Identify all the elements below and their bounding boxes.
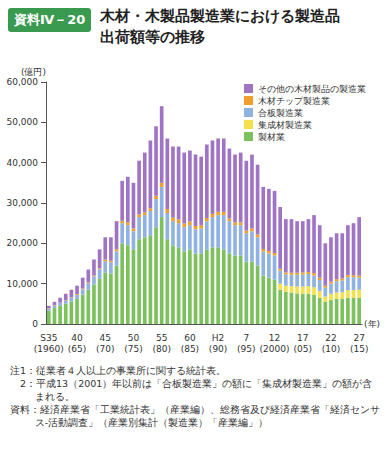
svg-text:(2000): (2000) <box>260 344 290 354</box>
svg-text:(65): (65) <box>68 344 86 354</box>
svg-text:60,000: 60,000 <box>7 77 39 87</box>
svg-text:17: 17 <box>297 333 308 343</box>
svg-text:木材チップ製造業: 木材チップ製造業 <box>258 96 330 106</box>
svg-text:10,000: 10,000 <box>7 279 39 289</box>
svg-text:製材業: 製材業 <box>258 132 285 142</box>
html-text:資料：経済産業省「工業統計表」（産業編）、総務省及び経済産業: 資料：経済産業省「工業統計表」（産業編）、総務省及び経済産業省「経済センサス-活… <box>10 404 380 428</box>
svg-text:20,000: 20,000 <box>7 238 39 248</box>
svg-text:45: 45 <box>100 333 111 343</box>
svg-text:(15): (15) <box>350 344 368 354</box>
svg-text:12: 12 <box>269 333 280 343</box>
html-text:注1：従業者４人以上の事業所に関する統計表。: 注1：従業者４人以上の事業所に関する統計表。 <box>10 365 226 376</box>
svg-text:合板製造業: 合板製造業 <box>258 108 303 118</box>
svg-text:(90): (90) <box>209 344 227 354</box>
svg-text:S35: S35 <box>40 333 57 343</box>
svg-text:0: 0 <box>32 319 38 329</box>
svg-text:(10): (10) <box>322 344 340 354</box>
svg-text:27: 27 <box>353 333 364 343</box>
svg-text:(85): (85) <box>181 344 199 354</box>
svg-text:(95): (95) <box>237 344 255 354</box>
svg-text:(70): (70) <box>96 344 114 354</box>
svg-text:(05): (05) <box>294 344 312 354</box>
html-text:2：平成13（2001）年以前は「合板製造業」の額に「集成材: 2：平成13（2001）年以前は「合板製造業」の額に「集成材製造業」の額が含まれ… <box>10 378 373 402</box>
html-text:資料Ⅳ－20: 資料Ⅳ－20 <box>14 12 86 27</box>
svg-text:50,000: 50,000 <box>7 117 39 127</box>
svg-text:集成材製造業: 集成材製造業 <box>258 120 312 130</box>
svg-text:(億円): (億円) <box>21 67 46 77</box>
svg-text:(75): (75) <box>124 344 142 354</box>
svg-text:(80): (80) <box>152 344 170 354</box>
svg-text:60: 60 <box>184 333 196 343</box>
svg-text:30,000: 30,000 <box>7 198 39 208</box>
html-text:木材・木製品製造業における製造品 出荷額等の推移: 木材・木製品製造業における製造品 出荷額等の推移 <box>100 7 340 46</box>
svg-text:H2: H2 <box>212 333 225 343</box>
svg-text:22: 22 <box>325 333 336 343</box>
svg-text:7: 7 <box>243 333 249 343</box>
svg-text:(年): (年) <box>364 319 380 329</box>
svg-text:40,000: 40,000 <box>7 158 39 168</box>
svg-text:50: 50 <box>128 333 140 343</box>
svg-text:(1960): (1960) <box>34 344 64 354</box>
svg-text:55: 55 <box>156 333 167 343</box>
svg-text:40: 40 <box>71 333 83 343</box>
svg-text:その他の木材製品の製造業: その他の木材製品の製造業 <box>258 84 366 94</box>
